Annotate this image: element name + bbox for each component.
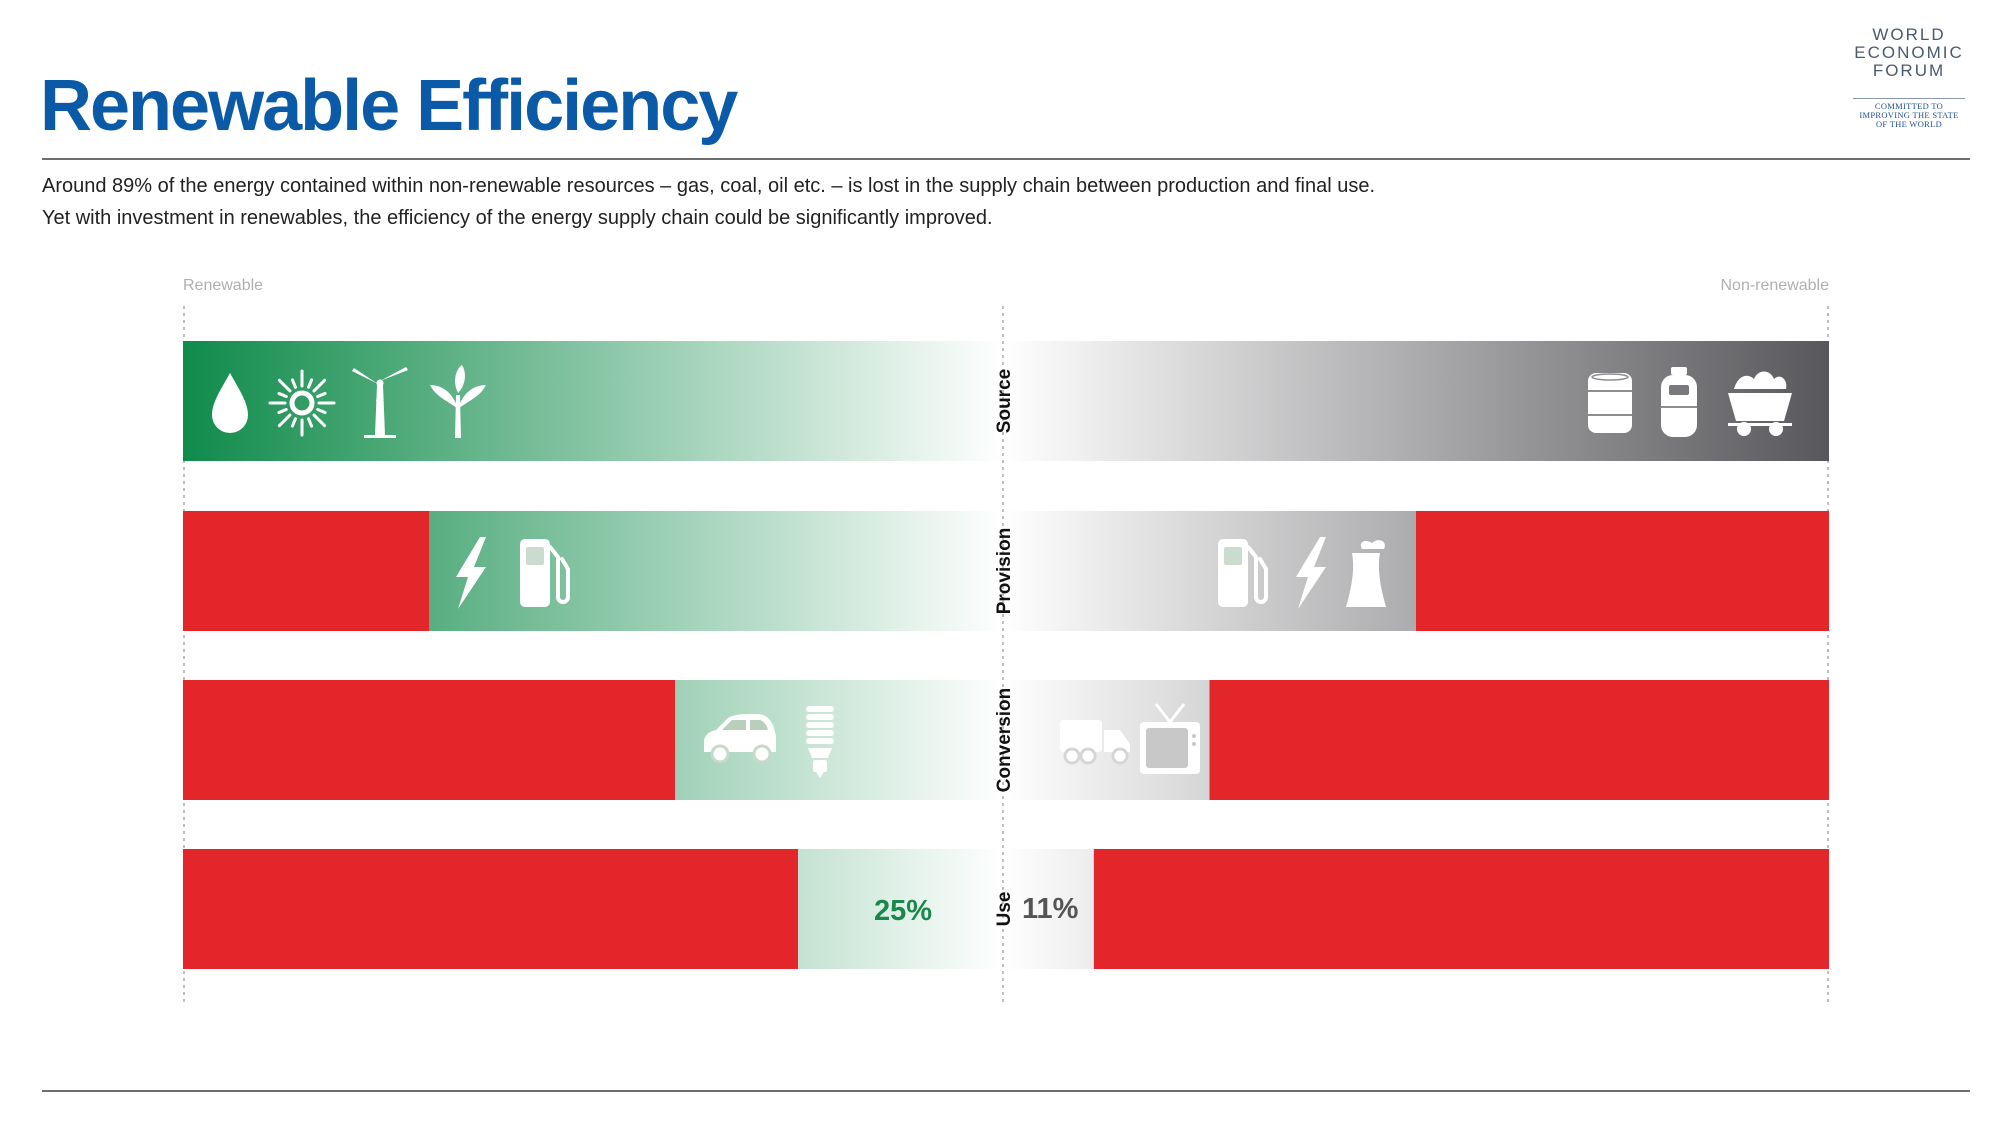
- subtitle-line-1: Around 89% of the energy contained withi…: [42, 175, 1376, 197]
- renewable-loss-bar-conversion: [183, 680, 675, 800]
- row-conversion: Conversion: [183, 680, 1829, 800]
- stage-label-provision: Provision: [994, 528, 1015, 615]
- power-plant-icon: [1346, 540, 1386, 607]
- nonrenewable-bar-source: [1003, 341, 1829, 461]
- tv-icon: [1140, 703, 1200, 774]
- gas-cylinder-icon: [1661, 367, 1697, 437]
- renewable-bar-use: [798, 849, 1003, 969]
- nonrenewable-value-label-use: 11%: [1022, 893, 1079, 925]
- subtitle-line-2: Yet with investment in renewables, the e…: [42, 207, 993, 229]
- logo-tagline-3: OF THE WORLD: [1875, 119, 1943, 129]
- light-bulb-icon: [806, 706, 834, 778]
- subtitle: Around 89% of the energy contained withi…: [42, 170, 1375, 234]
- logo-line-1: WORLD: [1872, 25, 1946, 44]
- renewable-bar-provision: [429, 511, 1003, 631]
- page-title: Renewable Efficiency: [40, 66, 738, 146]
- coal-cart-icon: [1728, 371, 1792, 436]
- logo-tagline-1: COMMITTED TO: [1874, 101, 1944, 111]
- lightning-icon: [456, 537, 486, 609]
- sun-icon: [268, 369, 336, 437]
- nonrenewable-loss-bar-provision: [1416, 511, 1829, 631]
- plant-icon: [430, 365, 486, 438]
- nonrenewable-bar-provision: [1003, 511, 1416, 631]
- nonrenewable-axis-label: Non-renewable: [1720, 277, 1829, 294]
- renewable-loss-bar-provision: [183, 511, 429, 631]
- row-provision: Provision: [183, 511, 1829, 631]
- stage-label-conversion: Conversion: [994, 688, 1015, 793]
- truck-icon: [1060, 720, 1130, 765]
- fuel-pump-icon: [520, 539, 570, 607]
- row-use: Use 25% 11%: [183, 849, 1829, 969]
- renewable-value-label-use: 25%: [874, 895, 932, 927]
- logo-tagline-2: IMPROVING THE STATE: [1859, 110, 1959, 120]
- wef-logo: WORLD ECONOMIC FORUM COMMITTED TO IMPROV…: [1846, 26, 1972, 129]
- wind-turbine-icon: [352, 367, 408, 438]
- renewable-axis-label: Renewable: [183, 277, 263, 294]
- row-source: Source: [183, 341, 1829, 461]
- stage-label-source: Source: [994, 369, 1015, 433]
- oil-barrel-icon: [1588, 373, 1632, 433]
- nonrenewable-loss-bar-conversion: [1209, 680, 1829, 800]
- renewable-bar-source: [183, 341, 1003, 461]
- nonrenewable-loss-bar-use: [1093, 849, 1829, 969]
- car-icon: [704, 714, 776, 764]
- logo-line-3: FORUM: [1872, 61, 1946, 80]
- nonrenewable-bar-use: [1003, 849, 1094, 969]
- stage-label-use: Use: [994, 892, 1015, 927]
- renewable-loss-bar-use: [183, 849, 798, 969]
- title-divider: [42, 158, 1970, 160]
- logo-divider: [1853, 98, 1965, 99]
- drop-icon: [212, 373, 248, 433]
- logo-line-2: ECONOMIC: [1854, 43, 1964, 62]
- footer-divider: [42, 1090, 1970, 1092]
- lightning-icon: [1296, 537, 1326, 609]
- fuel-pump-icon: [1218, 539, 1268, 607]
